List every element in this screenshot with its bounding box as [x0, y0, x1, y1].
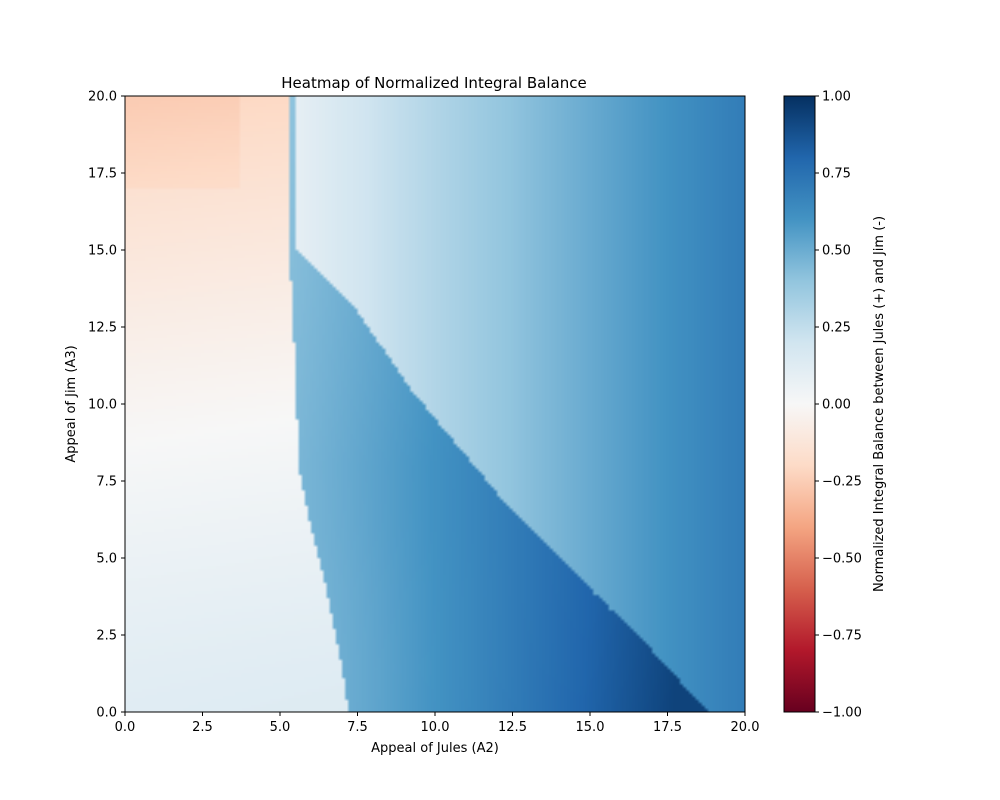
y-axis: 0.0 2.5 5.0 7.5 10.0 12.5 15.0 17.5 20.0 [88, 90, 125, 721]
colorbar-tick-label: 0.00 [822, 398, 851, 413]
y-tick-label: 7.5 [96, 475, 117, 490]
x-tick-label: 5.0 [270, 720, 291, 735]
y-tick-label: 5.0 [96, 552, 117, 567]
colorbar-tick-label: −0.75 [822, 629, 862, 644]
colorbar-tick-label: −0.25 [822, 475, 862, 490]
x-tick-label: 17.5 [653, 720, 682, 735]
colorbar-tick-label: 1.00 [822, 90, 851, 105]
x-tick-label: 15.0 [576, 720, 605, 735]
x-tick-label: 12.5 [498, 720, 527, 735]
y-tick-label: 17.5 [88, 167, 117, 182]
x-axis-label: Appeal of Jules (A2) [371, 741, 499, 756]
colorbar [783, 95, 816, 713]
y-tick-label: 0.0 [96, 706, 117, 721]
x-tick-label: 0.0 [115, 720, 136, 735]
colorbar-tick-label: −0.50 [822, 552, 862, 567]
colorbar-tick-label: 0.50 [822, 244, 851, 259]
y-tick-label: 20.0 [88, 90, 117, 105]
colorbar-tick-label: 0.25 [822, 321, 851, 336]
colorbar-tick-label: −1.00 [822, 706, 862, 721]
y-tick-label: 12.5 [88, 321, 117, 336]
y-axis-label: Appeal of Jim (A3) [64, 345, 79, 462]
x-tick-label: 10.0 [421, 720, 450, 735]
x-tick-label: 20.0 [731, 720, 760, 735]
y-tick-label: 2.5 [96, 629, 117, 644]
colorbar-label: Normalized Integral Balance between Jule… [872, 216, 887, 592]
heatmap-image [125, 96, 745, 712]
colorbar-tick-label: 0.75 [822, 167, 851, 182]
y-tick-label: 15.0 [88, 244, 117, 259]
x-axis: 0.0 2.5 5.0 7.5 10.0 12.5 15.0 17.5 20.0 [115, 712, 760, 735]
x-tick-label: 7.5 [347, 720, 368, 735]
x-tick-label: 2.5 [192, 720, 213, 735]
colorbar-axis: −1.00 −0.75 −0.50 −0.25 0.00 0.25 0.50 0.75 1.00 [815, 90, 862, 721]
chart-title: Heatmap of Normalized Integral Balance [281, 74, 586, 92]
y-tick-label: 10.0 [88, 398, 117, 413]
